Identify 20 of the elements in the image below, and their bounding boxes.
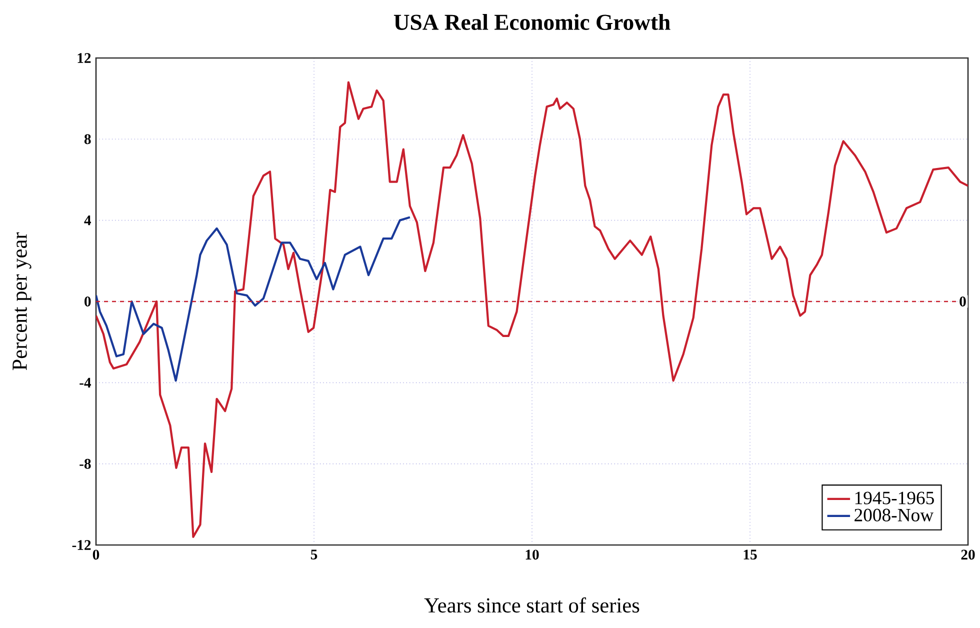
legend-label: 1945-1965: [855, 492, 934, 504]
x-tick-label: 20: [961, 550, 975, 560]
y-axis-title: Percent per year: [12, 232, 32, 370]
ref-line-label: 0: [960, 296, 966, 306]
x-tick-label: 10: [526, 550, 539, 560]
y-tick-label: 0: [84, 296, 91, 306]
line-series: [96, 216, 411, 382]
y-tick-label: 12: [78, 53, 91, 63]
x-tick-label: 5: [310, 550, 318, 560]
x-tick-label: 0: [92, 550, 100, 560]
line-series: [96, 81, 968, 538]
legend-label: 2008-Now: [854, 508, 934, 522]
y-tick-label: 4: [84, 216, 92, 226]
x-axis-title: Years since start of series: [424, 597, 640, 613]
y-tick-label: 8: [84, 134, 91, 144]
chart-title: USA Real Economic Growth: [394, 14, 670, 30]
y-tick-label: -12: [72, 540, 91, 550]
y-tick-label: -4: [80, 378, 92, 388]
x-tick-label: 15: [744, 550, 757, 560]
y-tick-label: -8: [80, 458, 91, 469]
